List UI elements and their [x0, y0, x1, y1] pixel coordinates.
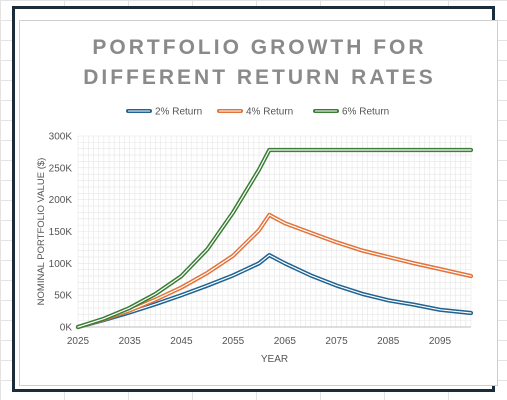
y-tick-label: 100K [49, 259, 73, 270]
legend-entry-label[interactable]: 4% Return [246, 107, 293, 118]
series-line-core [77, 254, 472, 328]
x-tick-label: 2025 [67, 336, 90, 347]
y-tick-label: 250K [49, 163, 73, 174]
series-line-core [77, 214, 472, 328]
legend-entry-label[interactable]: 6% Return [342, 107, 389, 118]
series-line-core [77, 149, 472, 328]
x-tick-label: 2085 [377, 336, 400, 347]
x-tick-label: 2045 [170, 336, 193, 347]
line-chart: 2% Return 4% Return 6% Return 0K 50K 100K 150… [36, 107, 474, 365]
y-tick-label: 150K [49, 227, 73, 238]
axes: 0K 50K 100K 150K 200K 250K 300K 2025 2035 2045 205… [36, 132, 471, 365]
x-tick-label: 2075 [325, 336, 348, 347]
legend-entry-label[interactable]: 2% Return [155, 107, 202, 118]
x-tick-label: 2055 [222, 336, 245, 347]
chart-title-line-1: PORTFOLIO GROWTH FOR [92, 36, 427, 59]
x-tick-label: 2035 [119, 336, 142, 347]
x-axis-title: YEAR [261, 354, 288, 365]
series-lines [75, 147, 474, 330]
chart-area[interactable]: PORTFOLIO GROWTH FOR DIFFERENT RETURN RA… [19, 20, 498, 386]
x-tick-label: 2065 [274, 336, 297, 347]
x-tick-label: 2095 [429, 336, 452, 347]
chart-title-line-2: DIFFERENT RETURN RATES [83, 66, 436, 89]
gridlines [77, 135, 472, 328]
y-tick-label: 50K [54, 291, 72, 302]
y-tick-label: 200K [49, 195, 73, 206]
legend: 2% Return 4% Return 6% Return [126, 107, 389, 118]
y-tick-label: 300K [49, 132, 73, 143]
y-tick-label: 0K [60, 323, 73, 334]
y-axis-title: NOMINAL PORTFOLIO VALUE ($) [36, 158, 47, 306]
